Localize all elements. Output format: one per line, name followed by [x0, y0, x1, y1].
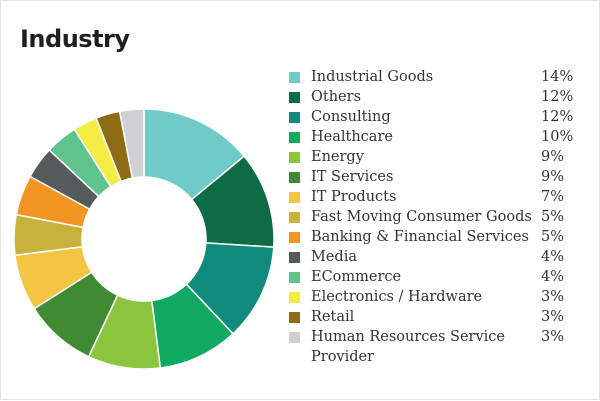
- legend-swatch: [289, 332, 300, 343]
- chart-title: Industry: [20, 25, 130, 53]
- legend-item: Fast Moving Consumer Goods 5%: [289, 207, 589, 227]
- legend-label: Energy: [311, 149, 364, 165]
- legend-value: 9%: [541, 149, 565, 165]
- legend-swatch: [289, 72, 300, 83]
- legend-item: ECommerce 4%: [289, 267, 589, 287]
- legend-swatch: [289, 312, 300, 323]
- legend-label: ECommerce: [311, 269, 402, 285]
- legend-label: Electronics / Hardware: [311, 289, 483, 305]
- legend-item: IT Products 7%: [289, 187, 589, 207]
- legend-value: 12%: [541, 89, 574, 105]
- legend-label: Industrial Goods: [311, 69, 434, 85]
- legend-item: Media 4%: [289, 247, 589, 267]
- legend-label: Others: [311, 89, 362, 105]
- legend-item: Others 12%: [289, 87, 589, 107]
- legend-value: 10%: [541, 129, 574, 145]
- legend-value: 12%: [541, 109, 574, 125]
- legend-label: Human Resources Service Provider: [311, 329, 505, 365]
- legend-label: Fast Moving Consumer Goods: [311, 209, 532, 225]
- legend-value: 5%: [541, 229, 565, 245]
- legend-swatch: [289, 132, 300, 143]
- legend-swatch: [289, 192, 300, 203]
- legend-swatch: [289, 212, 300, 223]
- legend-label: Retail: [311, 309, 355, 325]
- legend-swatch: [289, 172, 300, 183]
- legend-item: Retail 3%: [289, 307, 589, 327]
- legend-item: Industrial Goods 14%: [289, 67, 589, 87]
- legend-value: 4%: [541, 269, 565, 285]
- donut-slice-13[interactable]: [118, 108, 145, 179]
- legend-item: Consulting 12%: [289, 107, 589, 127]
- legend-swatch: [289, 92, 300, 103]
- legend-item: Banking & Financial Services 5%: [289, 227, 589, 247]
- legend-value: 4%: [541, 249, 565, 265]
- legend-swatch: [289, 272, 300, 283]
- legend-swatch: [289, 152, 300, 163]
- legend-label: IT Services: [311, 169, 394, 185]
- legend-value: 14%: [541, 69, 574, 85]
- donut-chart: [13, 108, 275, 370]
- legend-item: Human Resources Service Provider 3%: [289, 327, 589, 367]
- legend-item: IT Services 9%: [289, 167, 589, 187]
- legend-swatch: [289, 232, 300, 243]
- legend-value: 9%: [541, 169, 565, 185]
- legend-swatch: [289, 252, 300, 263]
- legend-value: 5%: [541, 209, 565, 225]
- legend-value: 3%: [541, 329, 565, 345]
- legend-swatch: [289, 112, 300, 123]
- legend-value: 7%: [541, 189, 565, 205]
- legend-swatch: [289, 292, 300, 303]
- legend-label: Media: [311, 249, 357, 265]
- chart-legend: Industrial Goods 14% Others 12% Consulting 12…: [289, 67, 589, 367]
- legend-item: Healthcare 10%: [289, 127, 589, 147]
- legend-label: Consulting: [311, 109, 391, 125]
- legend-label: Banking & Financial Services: [311, 229, 529, 245]
- legend-value: 3%: [541, 289, 565, 305]
- legend-value: 3%: [541, 309, 565, 325]
- legend-label: Healthcare: [311, 129, 393, 145]
- legend-label: IT Products: [311, 189, 397, 205]
- legend-item: Electronics / Hardware 3%: [289, 287, 589, 307]
- legend-item: Energy 9%: [289, 147, 589, 167]
